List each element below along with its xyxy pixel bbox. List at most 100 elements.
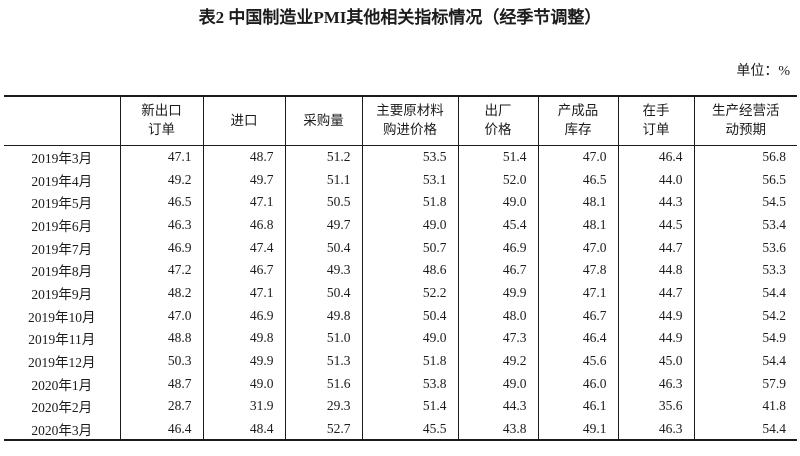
- table-row: 2019年3月 47.1 48.7 51.2 53.5 51.4 47.0 46.4 56.8: [4, 145, 797, 169]
- document-page: 表2 中国制造业PMI其他相关指标情况（经季节调整） 单位：% 新出口 订单 进…: [0, 7, 800, 442]
- column-header-imports: 进口: [202, 96, 285, 146]
- row-label-month: 2019年10月: [28, 309, 96, 325]
- table-cell: 48.8: [119, 327, 203, 350]
- row-label-month: 2020年1月: [31, 377, 93, 393]
- table-cell: 47.4: [202, 236, 285, 259]
- table-row: 2020年2月 28.7 31.9 29.3 51.4 44.3 46.1 35.6 41.8: [4, 395, 797, 418]
- table-cell: 52.7: [284, 417, 362, 441]
- table-cell: 51.8: [361, 349, 458, 373]
- table-cell: 46.9: [457, 236, 538, 259]
- table-cell: 46.8: [202, 213, 285, 237]
- table-cell: 48.6: [361, 258, 458, 282]
- table-cell: 49.2: [119, 168, 203, 191]
- table-cell: 46.4: [119, 417, 203, 441]
- table-cell: 46.7: [202, 258, 285, 282]
- table-cell: 47.0: [537, 236, 618, 259]
- table-cell: 47.1: [537, 281, 618, 305]
- table-cell: 53.1: [361, 168, 458, 191]
- row-label-month: 2019年9月: [31, 286, 93, 302]
- header-row: 新出口 订单 进口 采购量 主要原材料 购进价格 出厂 价格 产成品 库存 在手…: [4, 96, 797, 146]
- table-cell: 48.1: [537, 213, 618, 237]
- table-cell: 50.4: [284, 281, 362, 305]
- table-cell: 49.9: [202, 349, 285, 373]
- table-cell: 43.8: [457, 417, 538, 441]
- table-cell: 46.7: [537, 304, 618, 327]
- table-cell: 46.1: [537, 395, 618, 418]
- table-cell: 44.5: [617, 213, 694, 237]
- table-cell: 48.7: [119, 372, 203, 396]
- table-cell: 56.5: [693, 168, 797, 191]
- table-cell: 47.1: [202, 190, 285, 214]
- table-row: 2019年5月 46.5 47.1 50.5 51.8 49.0 48.1 44.3 54.5: [4, 190, 797, 214]
- table-cell: 48.4: [202, 417, 285, 441]
- table-cell: 41.8: [693, 395, 797, 418]
- table-cell: 48.7: [202, 145, 285, 169]
- table-cell: 49.0: [457, 372, 538, 396]
- table-cell: 48.1: [537, 190, 618, 214]
- table-cell: 44.0: [617, 168, 694, 191]
- table-row: 2019年11月 48.8 49.8 51.0 49.0 47.3 46.4 44.9 54.9: [4, 327, 797, 350]
- column-header-raw-material-prices: 主要原材料 购进价格: [361, 96, 458, 146]
- table-cell: 47.0: [537, 145, 618, 169]
- column-header-finished-goods-inventory: 产成品 库存: [537, 96, 618, 146]
- table-cell: 49.0: [361, 327, 458, 350]
- table-cell: 56.8: [693, 145, 797, 169]
- table-cell: 45.5: [361, 417, 458, 441]
- pmi-table: 新出口 订单 进口 采购量 主要原材料 购进价格 出厂 价格 产成品 库存 在手…: [4, 95, 797, 442]
- table-row: 2020年1月 48.7 49.0 51.6 53.8 49.0 46.0 46.3 57.9: [4, 372, 797, 396]
- table-cell: 46.0: [537, 372, 618, 396]
- table-cell: 54.4: [693, 417, 797, 441]
- table-row: 2019年4月 49.2 49.7 51.1 53.1 52.0 46.5 44.0 56.5: [4, 168, 797, 191]
- table-cell: 29.3: [284, 395, 362, 418]
- table-cell: 45.6: [537, 349, 618, 373]
- row-label-month: 2019年4月: [31, 173, 93, 189]
- table-cell: 47.3: [457, 327, 538, 350]
- table-cell: 44.9: [617, 327, 694, 350]
- table-cell: 53.8: [361, 372, 458, 396]
- table-cell: 46.9: [202, 304, 285, 327]
- column-header-business-expectations: 生产经营活 动预期: [693, 96, 797, 146]
- table-cell: 49.1: [537, 417, 618, 441]
- table-cell: 44.3: [457, 395, 538, 418]
- table-cell: 31.9: [202, 395, 285, 418]
- table-row: 2019年7月 46.9 47.4 50.4 50.7 46.9 47.0 44.7 53.6: [4, 236, 797, 259]
- row-label-month: 2019年7月: [31, 241, 93, 257]
- table-cell: 50.4: [284, 236, 362, 259]
- table-cell: 44.9: [617, 304, 694, 327]
- table-cell: 47.0: [119, 304, 203, 327]
- table-row: 2019年8月 47.2 46.7 49.3 48.6 46.7 47.8 44.8 53.3: [4, 258, 797, 282]
- table-cell: 51.6: [284, 372, 362, 396]
- table-cell: 49.0: [361, 213, 458, 237]
- table-cell: 46.9: [119, 236, 203, 259]
- table-cell: 54.4: [693, 281, 797, 305]
- column-header-new-export-orders: 新出口 订单: [119, 96, 203, 146]
- row-label-month: 2019年3月: [31, 151, 93, 167]
- table-cell: 46.7: [457, 258, 538, 282]
- table-cell: 51.8: [361, 190, 458, 214]
- row-label-month: 2020年3月: [31, 422, 93, 438]
- table-cell: 53.3: [693, 258, 797, 282]
- table-cell: 49.8: [284, 304, 362, 327]
- table-cell: 51.0: [284, 327, 362, 350]
- table-cell: 52.0: [457, 168, 538, 191]
- table-cell: 52.2: [361, 281, 458, 305]
- table-cell: 50.3: [119, 349, 203, 373]
- table-cell: 49.3: [284, 258, 362, 282]
- table-row: 2020年3月 46.4 48.4 52.7 45.5 43.8 49.1 46.3 54.4: [4, 417, 797, 441]
- table-cell: 45.0: [617, 349, 694, 373]
- table-cell: 54.4: [693, 349, 797, 373]
- table-row: 2019年6月 46.3 46.8 49.7 49.0 45.4 48.1 44.5 53.4: [4, 213, 797, 237]
- table-row: 2019年9月 48.2 47.1 50.4 52.2 49.9 47.1 44.7 54.4: [4, 281, 797, 305]
- table-cell: 54.9: [693, 327, 797, 350]
- table-cell: 57.9: [693, 372, 797, 396]
- table-cell: 51.3: [284, 349, 362, 373]
- column-header-purchasing-volume: 采购量: [284, 96, 362, 146]
- table-cell: 53.4: [693, 213, 797, 237]
- row-label-month: 2020年2月: [31, 400, 93, 416]
- table-cell: 51.4: [457, 145, 538, 169]
- table-cell: 54.5: [693, 190, 797, 214]
- table-cell: 54.2: [693, 304, 797, 327]
- table-row: 2019年12月 50.3 49.9 51.3 51.8 49.2 45.6 45.0 54.4: [4, 349, 797, 373]
- table-cell: 50.5: [284, 190, 362, 214]
- table-cell: 46.4: [617, 145, 694, 169]
